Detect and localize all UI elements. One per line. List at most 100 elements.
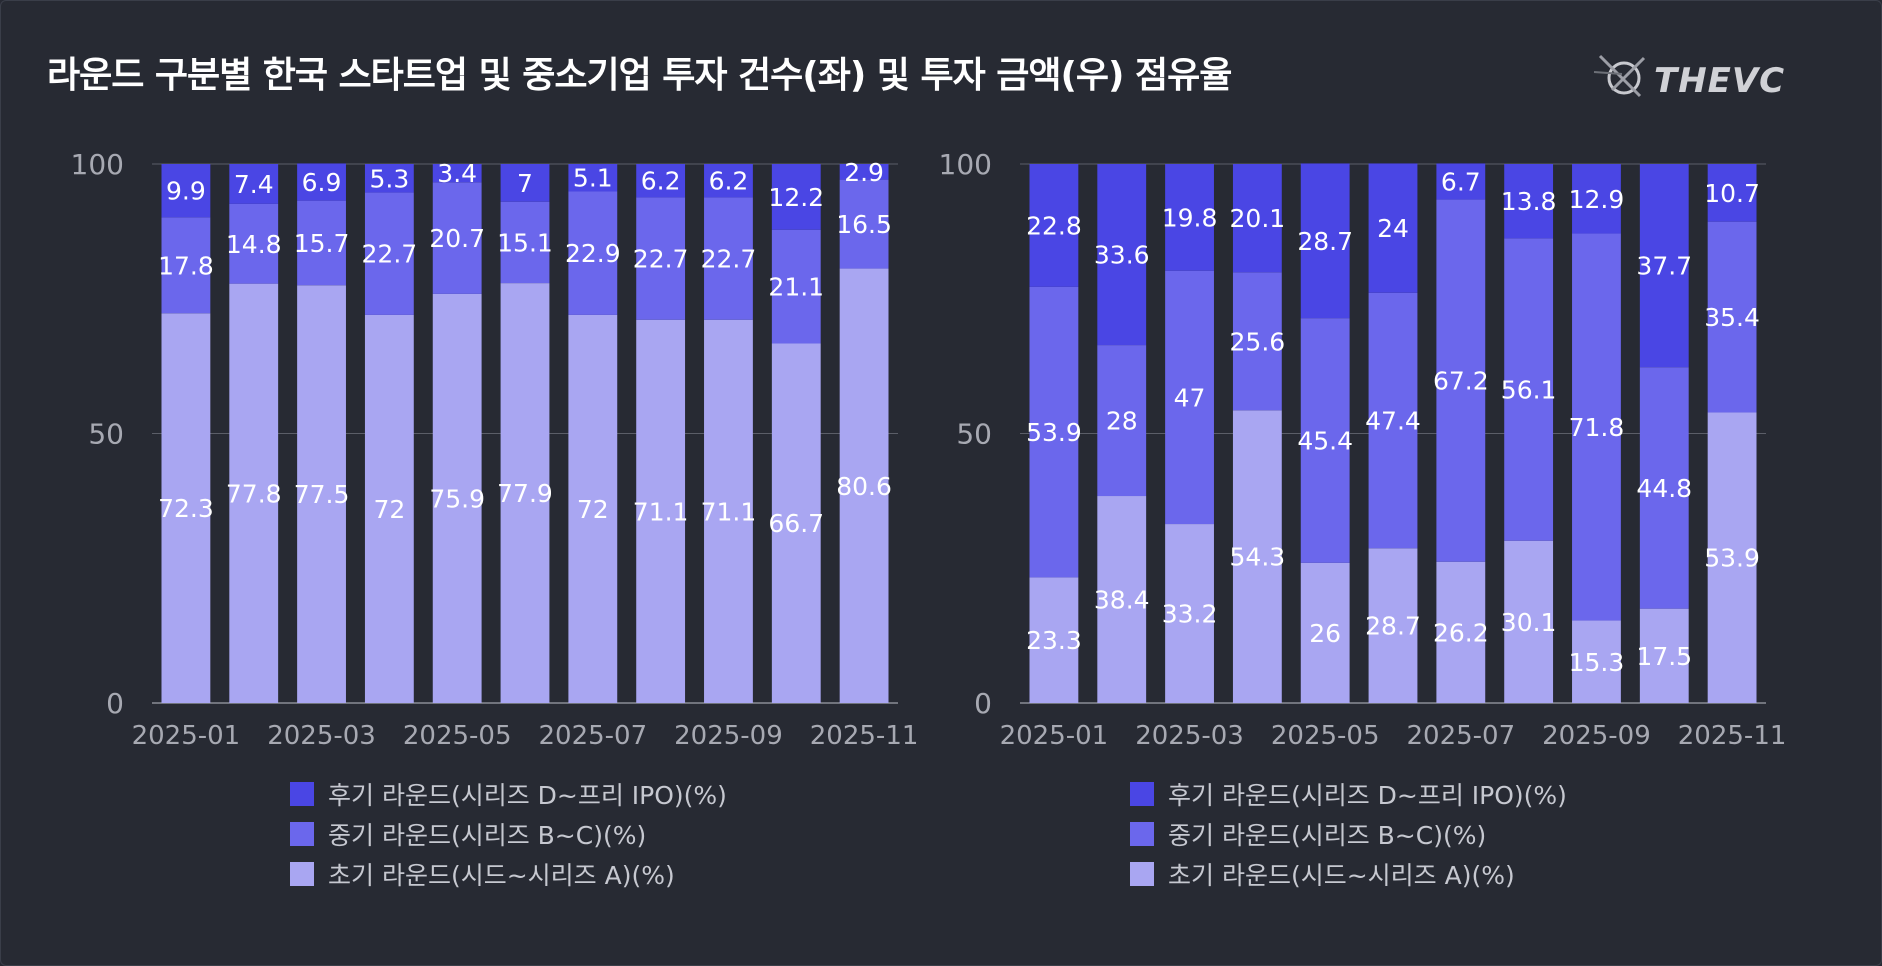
bar-early-2025-09[interactable]	[704, 319, 753, 703]
legend-item-late[interactable]: 후기 라운드(시리즈 D~프리 IPO)(%)	[290, 774, 727, 814]
legend-item-mid[interactable]: 중기 라운드(시리즈 B~C)(%)	[1130, 814, 1567, 854]
bar-mid-2025-03[interactable]	[297, 200, 346, 286]
bar-late-2025-01[interactable]	[1029, 164, 1079, 287]
data-label-mid: 22.7	[701, 245, 757, 274]
legend-deal-count: 후기 라운드(시리즈 D~프리 IPO)(%) 중기 라운드(시리즈 B~C)(…	[290, 774, 727, 894]
data-label-late: 6.7	[1441, 168, 1481, 197]
bar-mid-2025-06[interactable]	[500, 201, 550, 284]
bar-mid-2025-07[interactable]	[568, 191, 618, 315]
y-axis: 0 50 100	[71, 148, 124, 720]
legend-item-early[interactable]: 초기 라운드(시드~시리즈 A)(%)	[1130, 854, 1567, 894]
bar-late-2025-05[interactable]	[432, 164, 482, 183]
legend-item-late[interactable]: 후기 라운드(시리즈 D~프리 IPO)(%)	[1130, 774, 1567, 814]
bar-late-2025-10[interactable]	[1639, 164, 1689, 368]
x-axis: 2025-01 2025-03 2025-05 2025-07 2025-09 2025-…	[1000, 721, 1787, 751]
bar-early-2025-08[interactable]	[636, 319, 686, 703]
bar-early-2025-02[interactable]	[1097, 496, 1147, 703]
bar-early-2025-01[interactable]	[161, 313, 211, 703]
legend-label-late: 후기 라운드(시리즈 D~프리 IPO)(%)	[328, 781, 727, 810]
bar-late-2025-11[interactable]	[1707, 164, 1757, 222]
bar-late-2025-04[interactable]	[1232, 164, 1282, 273]
bar-mid-2025-02[interactable]	[1097, 345, 1147, 497]
x-tick-label: 2025-11	[810, 721, 919, 751]
data-label-mid: 22.9	[565, 239, 621, 268]
bar-mid-2025-11[interactable]	[839, 179, 889, 269]
legend-investment-amount: 후기 라운드(시리즈 D~프리 IPO)(%) 중기 라운드(시리즈 B~C)(…	[1130, 774, 1567, 894]
bar-early-2025-03[interactable]	[297, 285, 346, 703]
bar-mid-2025-03[interactable]	[1165, 270, 1214, 525]
bar-early-2025-06[interactable]	[1368, 548, 1418, 703]
bar-stacks	[161, 163, 889, 703]
legend-swatch-early	[1130, 862, 1154, 886]
data-label-early: 80.6	[836, 472, 892, 501]
bar-late-2025-01[interactable]	[161, 164, 211, 218]
data-label-late: 28.7	[1297, 227, 1353, 256]
bar-mid-2025-01[interactable]	[161, 217, 211, 314]
legend-item-mid[interactable]: 중기 라운드(시리즈 B~C)(%)	[290, 814, 727, 854]
bar-late-2025-09[interactable]	[1572, 164, 1621, 234]
data-label-mid: 47	[1174, 383, 1206, 412]
bar-early-2025-10[interactable]	[771, 343, 821, 703]
bar-early-2025-11[interactable]	[839, 268, 889, 703]
bar-early-2025-07[interactable]	[1436, 561, 1486, 703]
data-label-early: 77.5	[294, 480, 350, 509]
bar-early-2025-04[interactable]	[1232, 410, 1282, 703]
bar-late-2025-04[interactable]	[364, 164, 414, 193]
bar-late-2025-08[interactable]	[1504, 164, 1554, 239]
bar-mid-2025-10[interactable]	[771, 229, 821, 344]
bar-stacks	[1029, 163, 1757, 703]
bar-mid-2025-07[interactable]	[1436, 199, 1486, 562]
bar-early-2025-06[interactable]	[500, 283, 550, 703]
bar-early-2025-08[interactable]	[1504, 540, 1554, 703]
data-label-early: 54.3	[1230, 543, 1286, 572]
bar-early-2025-01[interactable]	[1029, 577, 1079, 703]
bar-late-2025-07[interactable]	[1436, 163, 1486, 200]
legend-item-early[interactable]: 초기 라운드(시드~시리즈 A)(%)	[290, 854, 727, 894]
data-label-mid: 15.1	[497, 228, 553, 257]
data-label-late: 12.9	[1569, 185, 1625, 214]
bar-late-2025-09[interactable]	[704, 164, 753, 198]
bar-mid-2025-04[interactable]	[1232, 272, 1282, 411]
bar-late-2025-11[interactable]	[839, 164, 889, 180]
bar-mid-2025-01[interactable]	[1029, 286, 1079, 578]
data-label-mid: 25.6	[1230, 327, 1286, 356]
bar-late-2025-06[interactable]	[1368, 163, 1418, 293]
bar-mid-2025-09[interactable]	[704, 197, 753, 320]
bar-early-2025-05[interactable]	[432, 293, 482, 703]
bar-late-2025-03[interactable]	[297, 163, 346, 201]
bar-mid-2025-11[interactable]	[1707, 221, 1757, 413]
x-tick-label: 2025-01	[1000, 721, 1109, 751]
bar-mid-2025-04[interactable]	[364, 192, 414, 315]
bar-early-2025-04[interactable]	[364, 314, 414, 703]
bar-late-2025-02[interactable]	[229, 164, 279, 204]
bar-early-2025-10[interactable]	[1639, 608, 1689, 703]
bar-late-2025-05[interactable]	[1300, 163, 1350, 319]
legend-swatch-late	[290, 782, 314, 806]
bar-late-2025-08[interactable]	[636, 164, 686, 198]
bar-mid-2025-05[interactable]	[1300, 318, 1350, 563]
bar-late-2025-07[interactable]	[568, 164, 618, 192]
bar-mid-2025-06[interactable]	[1368, 292, 1418, 549]
bar-late-2025-06[interactable]	[500, 164, 550, 202]
bar-late-2025-03[interactable]	[1165, 164, 1214, 271]
bar-mid-2025-08[interactable]	[636, 197, 686, 320]
data-label-late: 6.2	[641, 167, 681, 196]
bar-mid-2025-05[interactable]	[432, 182, 482, 294]
bar-early-2025-07[interactable]	[568, 314, 618, 703]
bar-early-2025-11[interactable]	[1707, 412, 1757, 703]
bar-mid-2025-02[interactable]	[229, 203, 279, 284]
bar-mid-2025-09[interactable]	[1572, 233, 1621, 621]
bar-mid-2025-10[interactable]	[1639, 367, 1689, 609]
data-label-late: 10.7	[1704, 179, 1760, 208]
bar-early-2025-05[interactable]	[1300, 562, 1350, 703]
data-label-early: 33.2	[1162, 600, 1218, 629]
data-label-late: 3.4	[437, 159, 477, 188]
y-tick-label: 0	[974, 687, 992, 720]
bar-early-2025-09[interactable]	[1572, 620, 1621, 703]
bar-mid-2025-08[interactable]	[1504, 238, 1554, 541]
bar-early-2025-02[interactable]	[229, 283, 279, 703]
data-label-mid: 16.5	[836, 210, 892, 239]
bar-late-2025-02[interactable]	[1097, 164, 1147, 346]
bar-late-2025-10[interactable]	[771, 164, 821, 230]
bar-early-2025-03[interactable]	[1165, 524, 1214, 703]
